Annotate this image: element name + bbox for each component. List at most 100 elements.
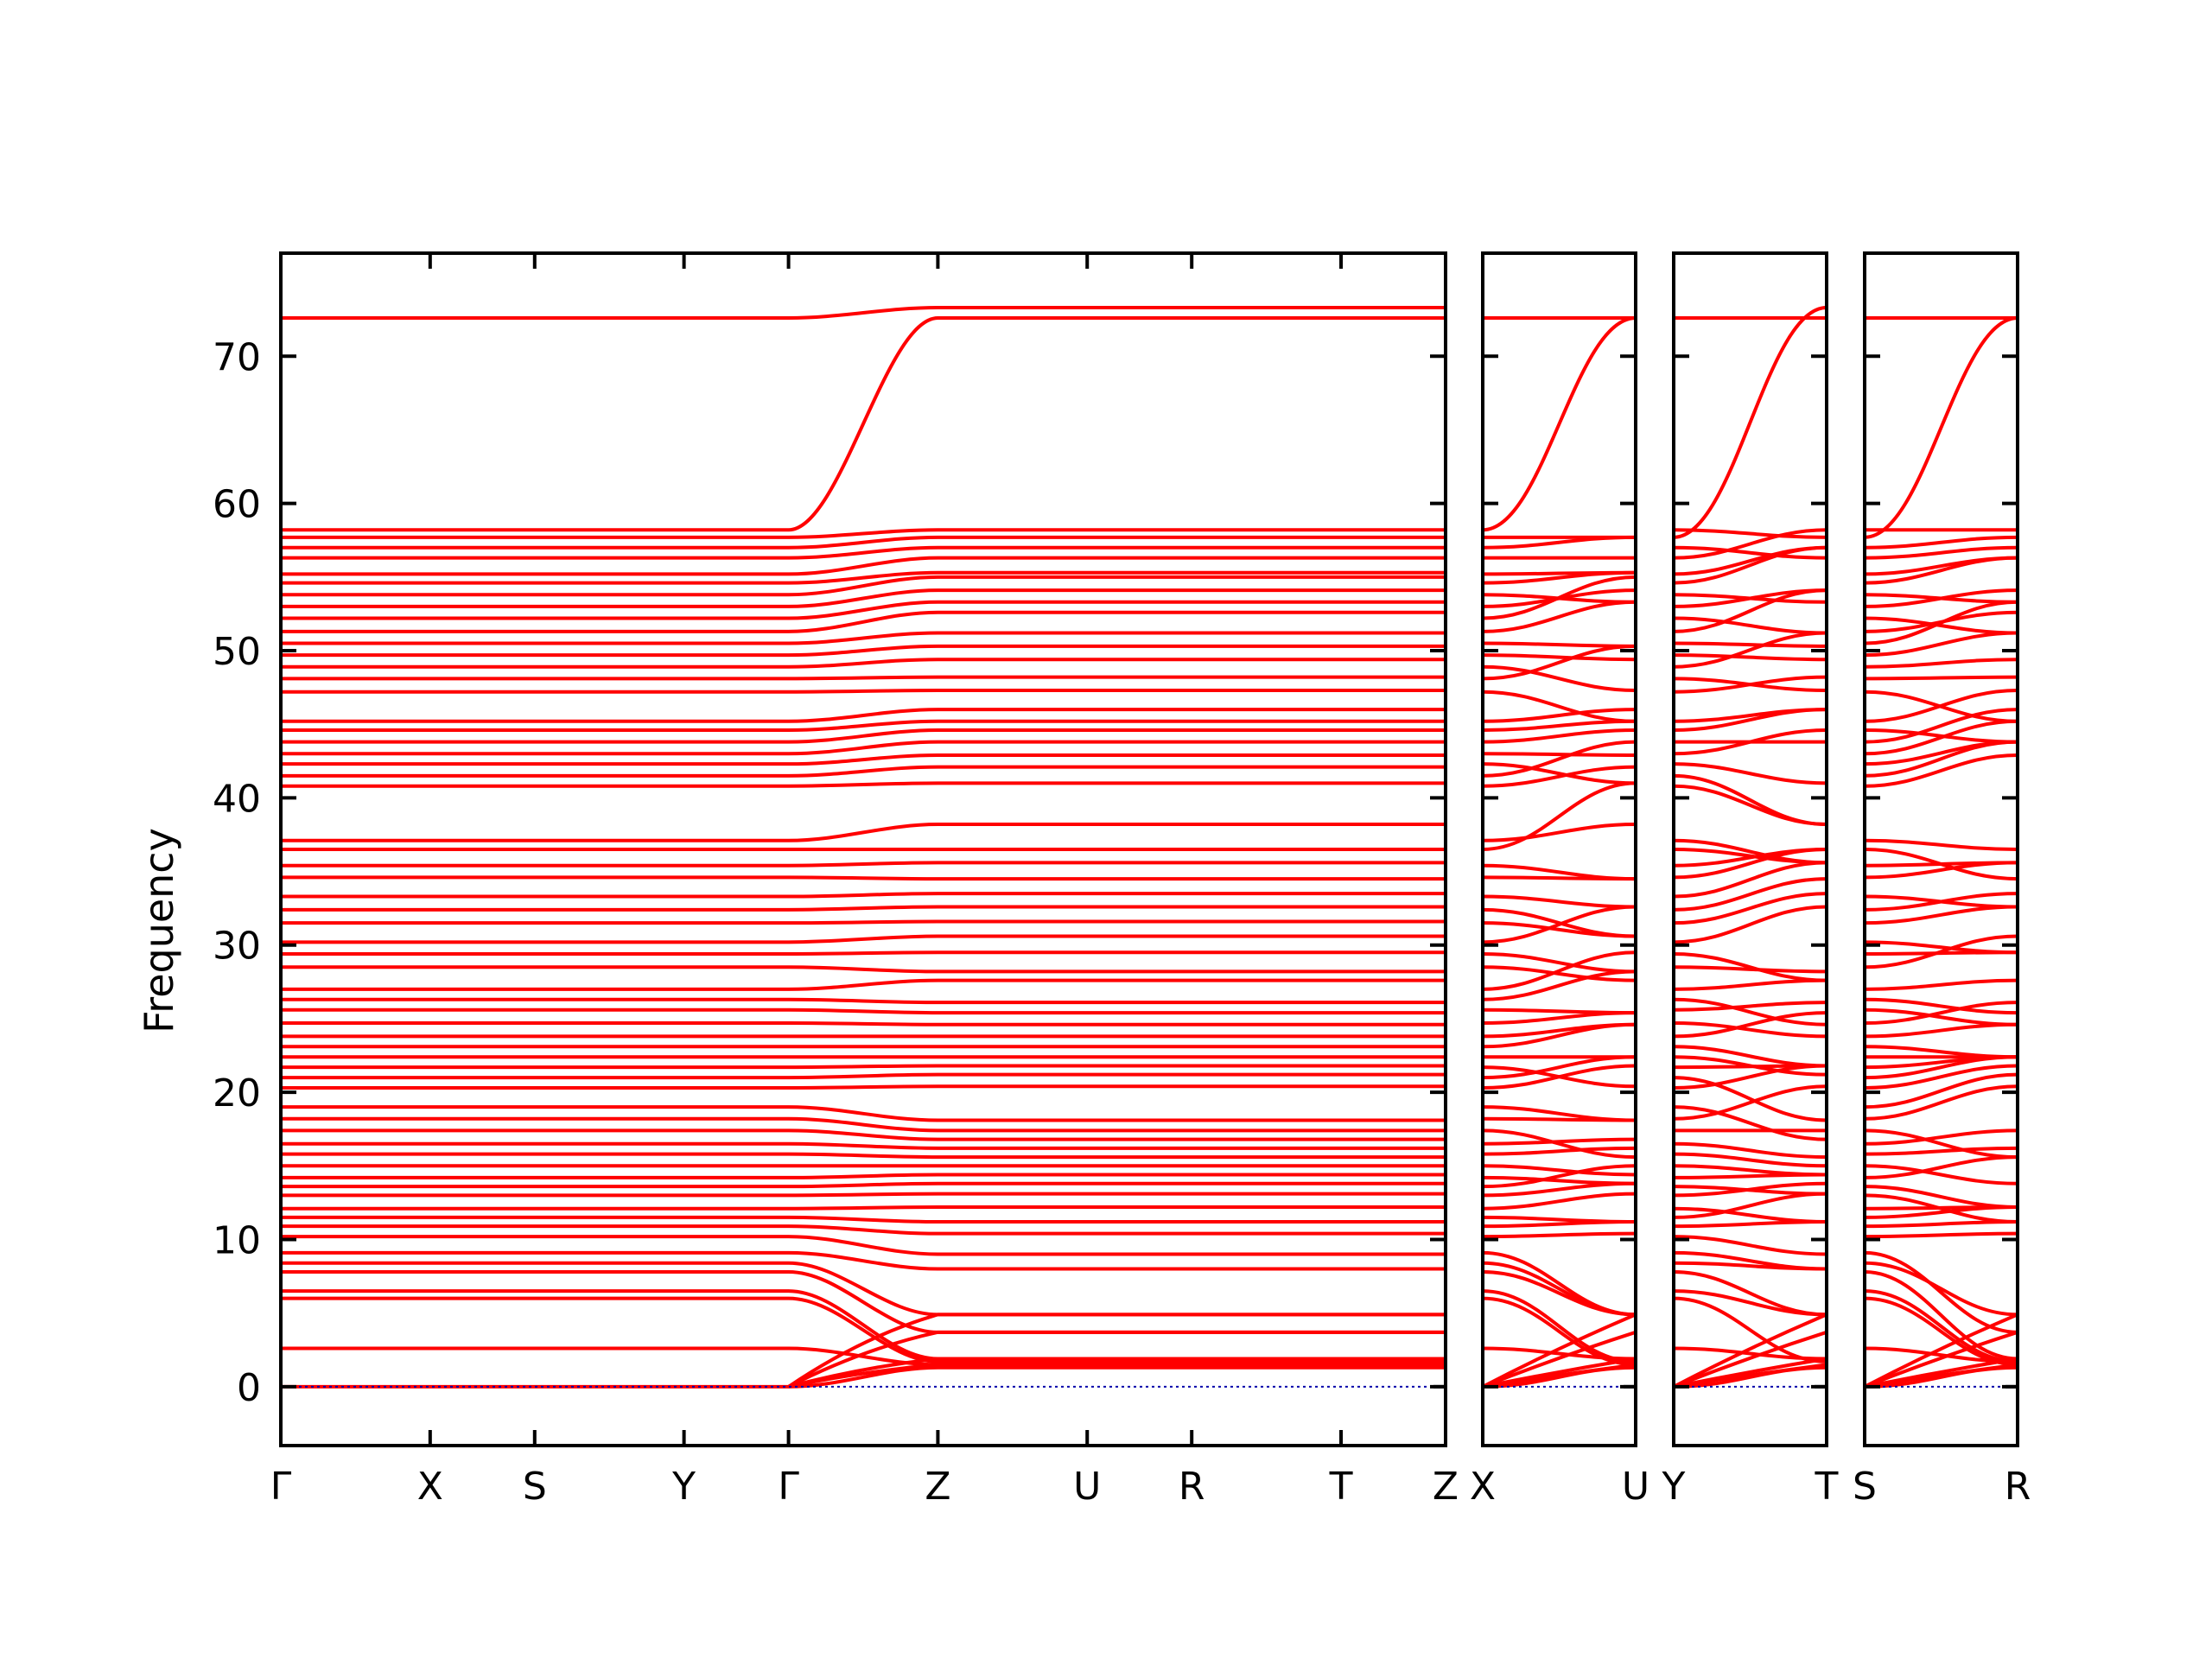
band-line [1673,965,1827,974]
band-line [1482,1146,1637,1156]
band-line [1673,905,1827,944]
band-line [1482,1022,1637,1039]
band-line [281,528,1446,539]
band-line [1482,570,1637,576]
band-line [1864,848,2018,881]
x-tick-label: U [1622,1465,1649,1509]
band-line [1864,1313,2018,1389]
band-line [1864,1128,2018,1146]
band-line [281,1173,1446,1179]
band-line [787,1313,1446,1389]
y-tick-label: 10 [213,1218,261,1262]
band-line [1864,1128,2018,1160]
band-line [1482,1128,1637,1160]
band-line [1673,1357,1827,1389]
band-line [1673,838,1827,865]
band-line [1864,1084,2018,1121]
y-tick-label: 70 [213,335,261,379]
y-tick-label: 0 [237,1366,261,1410]
band-line [1864,1261,2018,1317]
band-line [1673,1235,1827,1256]
band-line [1673,1064,1827,1090]
band-line [281,934,1446,944]
band-line [1864,690,2018,723]
band-line [1864,593,2018,604]
band-line [1482,752,1637,757]
band-line [281,823,1446,842]
band-line [1482,969,1637,1001]
band-line [1673,528,1827,560]
band-line [281,1072,1446,1080]
band-line [1673,1084,1827,1121]
band-line [281,644,1446,658]
band-line [281,675,1446,681]
band-line [1482,762,1637,785]
band-line [281,1289,1446,1361]
band-line [1673,1269,1827,1317]
y-tick-label: 40 [213,777,261,821]
band-line [1482,1330,1637,1389]
panel-frame [1863,251,2019,1447]
band-line [1864,1164,2018,1185]
band-line [281,1064,1446,1070]
band-line [1673,978,1827,991]
band-line [1673,528,1827,539]
band-line [1673,1250,1827,1271]
band-line [281,545,1446,560]
band-line [281,1116,1446,1133]
band-line [1482,1357,1637,1389]
band-line [1673,1164,1827,1177]
band-line [1864,838,2018,851]
band-line [1482,863,1637,881]
band-line [1864,315,2018,539]
band-line [1673,877,1827,912]
band-line [1673,1021,1827,1039]
band-line [1864,1007,2018,1027]
band-line [788,1357,1446,1389]
band-line [281,997,1446,1005]
band-line [1482,708,1637,723]
y-tick-label: 30 [213,925,261,969]
band-line [281,535,1446,550]
band-line [1673,784,1827,827]
x-tick-label: Z [925,1465,950,1509]
band-line [281,740,1446,756]
band-line [1864,1185,2018,1209]
band-line [1673,773,1827,827]
band-line [281,905,1446,912]
x-tick-label: S [523,1465,547,1509]
band-line [1864,997,2018,1015]
band-line [1864,616,2018,635]
band-line [281,919,1446,925]
band-line [1673,1055,1827,1077]
band-line [1482,1261,1637,1317]
band-line [1673,306,1827,539]
band-line [281,875,1446,881]
band-line [1673,1206,1827,1224]
band-line [1673,631,1827,669]
y-axis-label: Frequency [136,828,182,1033]
band-line [1673,1105,1827,1141]
band-line [281,575,1446,597]
band-line [281,306,1446,320]
band-line [1673,1330,1827,1389]
band-line [1673,1152,1827,1168]
band-line [1482,907,1637,938]
band-line [281,689,1446,694]
band-line [281,765,1446,778]
band-line [1864,1231,2018,1239]
band-line [1482,1215,1637,1224]
band-line [1864,658,2018,669]
band-line [1482,950,1637,991]
band-line [281,1084,1446,1090]
x-tick-label: X [1470,1465,1496,1509]
band-line [1864,940,2018,955]
band-line [1482,644,1637,681]
band-line [1864,1193,2018,1224]
x-tick-label: Γ [778,1465,799,1509]
band-line [1673,1045,1827,1068]
band-line [1673,1296,1827,1363]
band-line [1864,978,2018,991]
band-line [281,315,1446,532]
